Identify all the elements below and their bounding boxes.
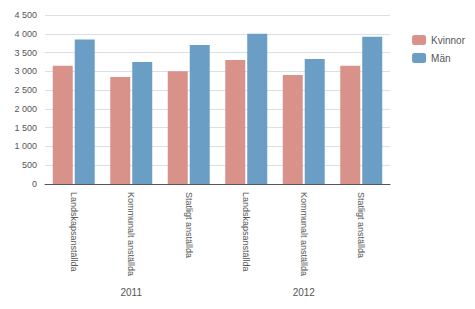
svg-text:Statligt anställda: Statligt anställda: [356, 192, 366, 258]
svg-text:1 000: 1 000: [14, 141, 37, 151]
svg-text:2011: 2011: [120, 287, 142, 298]
svg-text:500: 500: [22, 160, 37, 170]
svg-text:4 500: 4 500: [14, 10, 37, 20]
svg-text:4 000: 4 000: [14, 29, 37, 39]
svg-text:Landskapsanställda: Landskapsanställda: [241, 192, 251, 272]
svg-text:3 500: 3 500: [14, 48, 37, 58]
svg-text:Kvinnor: Kvinnor: [431, 35, 466, 46]
svg-text:Landskapsanställda: Landskapsanställda: [69, 192, 79, 272]
svg-text:1 500: 1 500: [14, 123, 37, 133]
svg-text:2012: 2012: [293, 287, 316, 298]
svg-text:Kommunalt anställda: Kommunalt anställda: [299, 192, 309, 276]
svg-text:3 000: 3 000: [14, 66, 37, 76]
svg-text:Statligt anställda: Statligt anställda: [184, 192, 194, 258]
svg-text:2 000: 2 000: [14, 104, 37, 114]
svg-text:Män: Män: [431, 53, 450, 64]
svg-text:Kommunalt anställda: Kommunalt anställda: [126, 192, 136, 276]
svg-text:2 500: 2 500: [14, 85, 37, 95]
svg-text:0: 0: [32, 179, 37, 189]
